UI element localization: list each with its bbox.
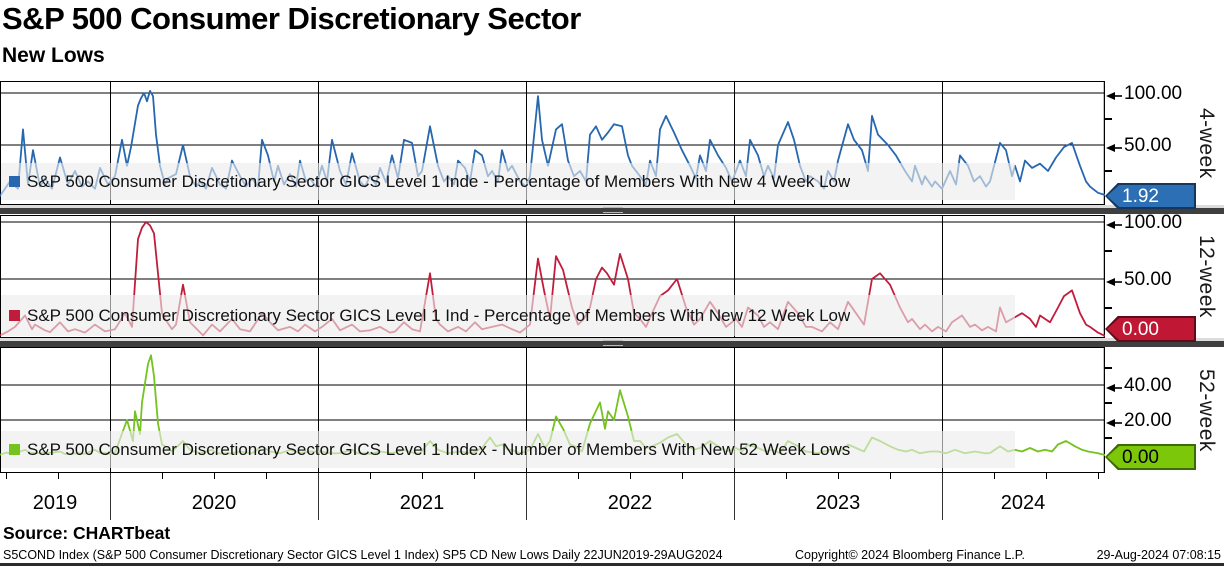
y-axis-tick-arrow-icon	[1105, 88, 1122, 100]
y-axis-tick-arrow-icon	[1105, 415, 1122, 427]
axis-title-12-week: 12-week	[1195, 235, 1218, 318]
last-value-badge-4-week: 1.92	[1105, 183, 1196, 209]
y-axis-tick-label: 50.00	[1124, 135, 1172, 156]
legend-band-12-week: S&P 500 Consumer Discretionary Sector GI…	[1, 295, 1015, 336]
footer-copyright: Copyright© 2024 Bloomberg Finance L.P.	[795, 548, 1025, 562]
y-axis-tick-label: 20.00	[1124, 410, 1172, 431]
axis-title-4-week: 4-week	[1195, 107, 1218, 179]
x-axis-year-label: 2024	[1000, 492, 1046, 514]
panel-separator-1[interactable]	[0, 205, 1224, 214]
legend-label-52-week[interactable]: S&P 500 Consumer Discretionary Sector GI…	[27, 439, 851, 459]
y-axis-tick-arrow-icon	[1105, 274, 1122, 286]
y-axis-tick-label: 50.00	[1124, 269, 1172, 290]
panel-resize-handle-icon[interactable]	[603, 340, 623, 346]
y-axis-tick-label: 100.00	[1124, 83, 1183, 104]
legend-marker-4-week-icon	[9, 176, 20, 187]
y-axis-tick-label: 40.00	[1124, 375, 1172, 396]
x-axis-year-label: 2022	[607, 492, 653, 514]
y-axis-minor-tick	[1105, 401, 1112, 404]
last-value-badge-52-week: 0.00	[1105, 444, 1196, 470]
y-axis-tick-arrow-icon	[1105, 217, 1122, 229]
legend-band-52-week: S&P 500 Consumer Discretionary Sector GI…	[1, 431, 1015, 468]
chart-title: S&P 500 Consumer Discretionary Sector	[2, 1, 581, 36]
y-axis-minor-tick	[1105, 306, 1112, 309]
y-axis-minor-tick	[1105, 366, 1112, 369]
panel-12-week: S&P 500 Consumer Discretionary Sector GI…	[0, 215, 1105, 338]
legend-label-12-week[interactable]: S&P 500 Consumer Discretionary Sector GI…	[27, 305, 851, 325]
bottom-bar	[0, 563, 1224, 566]
last-value-52-week: 0.00	[1107, 446, 1194, 468]
y-axis-tick-arrow-icon	[1105, 140, 1122, 152]
y-axis-tick-arrow-icon	[1105, 380, 1122, 392]
y-axis-minor-tick	[1105, 249, 1112, 252]
last-value-4-week: 1.92	[1107, 185, 1194, 207]
y-axis-tick-label: 100.00	[1124, 212, 1183, 233]
panel-52-week: S&P 500 Consumer Discretionary Sector GI…	[0, 347, 1105, 473]
axis-title-52-week: 52-week	[1195, 368, 1218, 452]
footer-security-info: S5COND Index (S&P 500 Consumer Discretio…	[3, 548, 723, 562]
x-axis-year-label: 2019	[32, 492, 78, 514]
legend-band-4-week: S&P 500 Consumer Discretionary Sector GI…	[1, 163, 1015, 200]
legend-marker-52-week-icon	[9, 444, 20, 455]
footer-timestamp: 29-Aug-2024 07:08:15	[1096, 548, 1221, 562]
chart-subtitle: New Lows	[2, 44, 105, 67]
panel-separator-2[interactable]	[0, 338, 1224, 347]
y-axis-minor-tick	[1105, 170, 1112, 172]
legend-marker-12-week-icon	[9, 310, 20, 321]
panel-resize-handle-icon[interactable]	[603, 207, 623, 213]
x-axis-year-label: 2023	[815, 492, 861, 514]
last-value-badge-12-week: 0.00	[1105, 316, 1196, 342]
x-axis-year-label: 2021	[399, 492, 445, 514]
panel-4-week: S&P 500 Consumer Discretionary Sector GI…	[0, 81, 1105, 205]
x-axis	[6, 473, 1099, 520]
y-axis-minor-tick	[1105, 436, 1112, 439]
last-value-12-week: 0.00	[1107, 318, 1194, 340]
y-axis-minor-tick	[1105, 118, 1112, 120]
x-axis-year-label: 2020	[191, 492, 237, 514]
source-label: Source: CHARTbeat	[3, 523, 171, 543]
legend-label-4-week[interactable]: S&P 500 Consumer Discretionary Sector GI…	[27, 171, 851, 191]
